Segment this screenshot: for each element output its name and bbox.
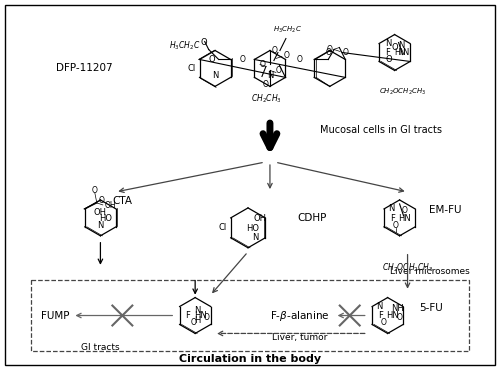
Text: Mucosal cells in GI tracts: Mucosal cells in GI tracts <box>320 125 442 135</box>
Text: $CH_2CH_3$: $CH_2CH_3$ <box>250 92 282 105</box>
Text: O: O <box>392 221 398 230</box>
Text: $CH_2OCH_2CH_3$: $CH_2OCH_2CH_3$ <box>382 262 434 274</box>
Text: Cl: Cl <box>188 64 196 73</box>
Text: O: O <box>200 38 207 47</box>
Text: HO: HO <box>99 214 112 223</box>
Text: HO: HO <box>246 224 260 233</box>
Text: N: N <box>252 233 258 242</box>
Text: O: O <box>260 60 266 69</box>
Text: GI tracts: GI tracts <box>81 343 120 352</box>
Text: O: O <box>342 48 348 57</box>
Text: O: O <box>396 313 402 322</box>
Text: Liver, tumor: Liver, tumor <box>272 333 328 342</box>
Text: O: O <box>272 46 278 55</box>
Text: 5-FU: 5-FU <box>420 303 444 313</box>
Text: OH: OH <box>94 208 107 217</box>
Text: CDHP: CDHP <box>298 213 327 223</box>
Text: N: N <box>388 204 394 213</box>
Text: O: O <box>276 66 282 75</box>
Text: N: N <box>194 306 200 314</box>
Text: HN: HN <box>394 48 406 57</box>
Text: CTA: CTA <box>113 196 133 206</box>
Text: O: O <box>208 55 214 64</box>
Text: N: N <box>398 41 405 50</box>
Text: HN: HN <box>194 312 206 320</box>
Text: F-$\beta$-alanine: F-$\beta$-alanine <box>270 309 330 323</box>
Text: F: F <box>390 214 395 223</box>
Text: O: O <box>204 313 210 322</box>
Text: HN: HN <box>386 312 399 320</box>
Text: O: O <box>284 51 290 60</box>
Text: N: N <box>267 71 273 80</box>
Text: O: O <box>92 186 98 195</box>
Text: O: O <box>263 80 269 90</box>
Text: Cl: Cl <box>218 223 226 232</box>
Text: O: O <box>380 319 386 327</box>
Text: N: N <box>385 39 392 48</box>
Text: O: O <box>99 196 104 205</box>
Text: $CH_2OCH_2CH_3$: $CH_2OCH_2CH_3$ <box>379 86 426 97</box>
Text: EM-FU: EM-FU <box>430 205 462 215</box>
Text: F: F <box>378 312 383 320</box>
Text: $H_3CH_2C$: $H_3CH_2C$ <box>170 39 200 52</box>
Text: DFP-11207: DFP-11207 <box>56 63 112 73</box>
Text: N: N <box>97 221 103 230</box>
Text: N: N <box>376 302 382 311</box>
Text: Circulation in the body: Circulation in the body <box>179 354 321 364</box>
Text: O: O <box>326 48 331 57</box>
Text: HN: HN <box>398 214 411 223</box>
Text: H: H <box>194 316 200 324</box>
Text: OH: OH <box>105 201 117 211</box>
Text: OH: OH <box>254 214 267 223</box>
Bar <box>30 280 469 352</box>
Text: O: O <box>326 45 332 54</box>
Text: Liver microsomes: Liver microsomes <box>390 267 469 276</box>
Text: O: O <box>240 56 246 64</box>
Text: $H_3CH_2C$: $H_3CH_2C$ <box>274 24 302 34</box>
Text: O: O <box>297 56 303 64</box>
Text: F: F <box>385 48 390 57</box>
Text: N: N <box>212 71 218 80</box>
Text: O: O <box>402 206 407 215</box>
Text: O: O <box>190 319 196 327</box>
Text: NH: NH <box>392 303 404 313</box>
Text: O: O <box>386 56 392 64</box>
Text: O: O <box>392 43 398 51</box>
Text: N: N <box>402 47 408 57</box>
Text: F: F <box>186 312 190 320</box>
Text: FUMP: FUMP <box>40 310 69 320</box>
